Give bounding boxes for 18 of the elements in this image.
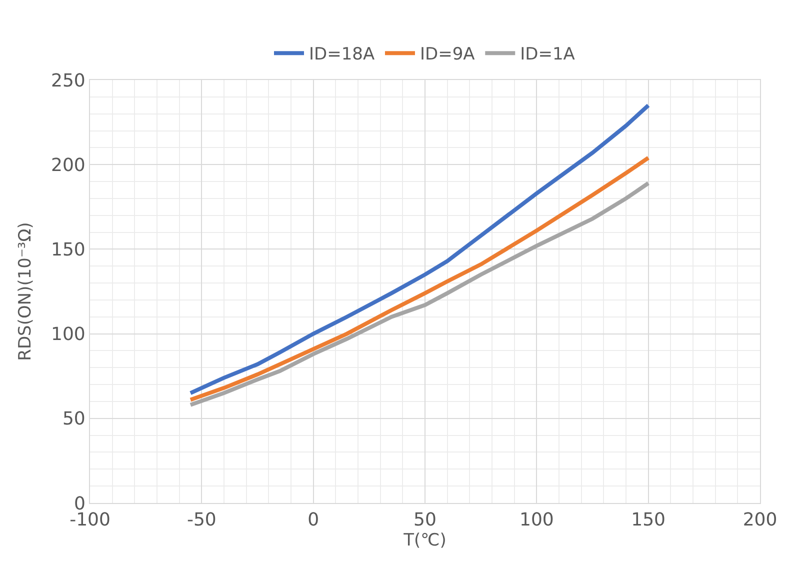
x-tick-label: 50 bbox=[414, 510, 436, 531]
x-axis-title: T(℃) bbox=[402, 530, 446, 551]
y-tick-label: 100 bbox=[51, 324, 86, 346]
y-tick-label: 150 bbox=[51, 240, 86, 260]
x-tick-label: 0 bbox=[308, 510, 320, 531]
x-tick-label: 200 bbox=[742, 510, 778, 531]
y-axis-title: RDS(ON)(10⁻³Ω) bbox=[16, 222, 36, 361]
x-tick-label: 150 bbox=[631, 510, 666, 531]
legend-label: ID=1A bbox=[520, 44, 576, 65]
x-tick-label: -50 bbox=[186, 510, 216, 531]
y-tick-label: 200 bbox=[51, 154, 86, 176]
y-tick-label: 50 bbox=[62, 408, 86, 430]
x-tick-label: 100 bbox=[519, 510, 554, 531]
legend-label: ID=18A bbox=[309, 44, 375, 65]
legend-label: ID=9A bbox=[420, 44, 476, 65]
y-tick-label: 250 bbox=[51, 70, 86, 92]
line-series bbox=[188, 103, 650, 396]
x-tick-label: -100 bbox=[70, 510, 110, 531]
